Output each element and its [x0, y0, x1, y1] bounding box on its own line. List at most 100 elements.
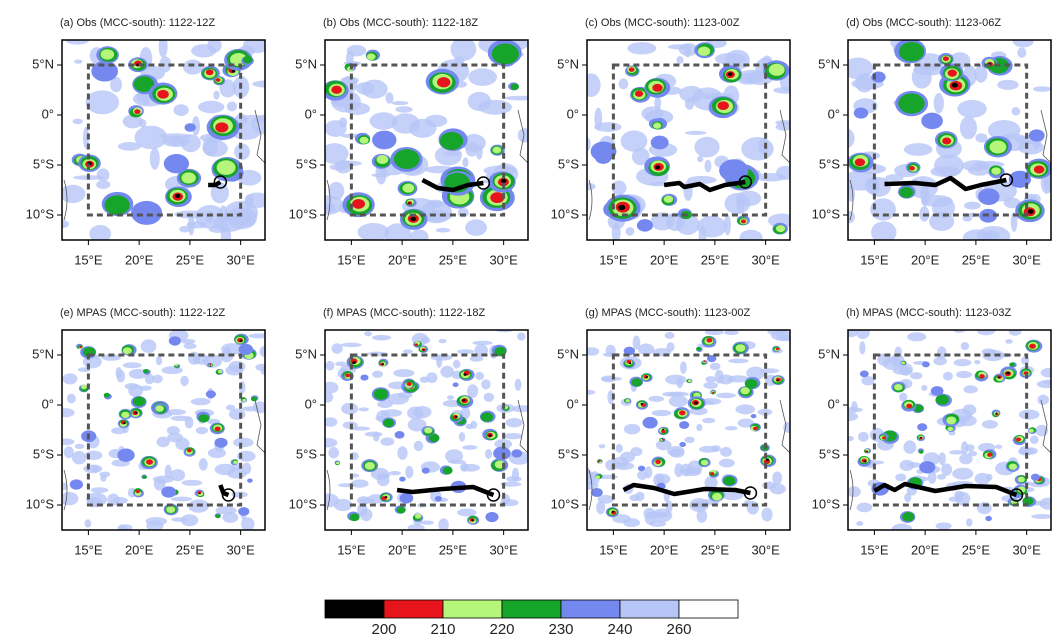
cloud-haze — [612, 462, 635, 470]
cloud-cell — [239, 339, 243, 342]
panel-title: (d) Obs (MCC-south): 1123-06Z — [846, 17, 1001, 29]
cloud-haze — [110, 76, 122, 93]
coastline — [326, 399, 528, 511]
cloud-haze — [99, 471, 111, 478]
cloud-haze — [341, 402, 359, 415]
lon-tick-label: 25°E — [439, 252, 468, 267]
cloud-cell — [175, 193, 181, 198]
cloud-haze — [856, 330, 870, 340]
cloud-haze — [183, 59, 203, 75]
cloud-haze — [771, 330, 790, 341]
cloud-haze — [611, 222, 621, 240]
cloud-haze — [703, 381, 718, 389]
cloud-cell — [655, 165, 661, 170]
cloud-cell — [406, 381, 412, 386]
cloud-haze — [1031, 514, 1051, 519]
cloud-haze — [364, 331, 372, 337]
cloud-haze — [219, 79, 237, 98]
cloud-cell — [345, 373, 351, 378]
cloud-haze — [871, 221, 897, 240]
cloud-cell — [744, 379, 758, 389]
cloud-haze — [475, 371, 485, 381]
cloud-cell — [174, 363, 179, 367]
cloud-haze — [146, 520, 164, 530]
cloud-haze — [65, 40, 90, 45]
cloud-haze — [1011, 107, 1021, 116]
cloud-haze — [952, 467, 974, 480]
cloud-haze — [72, 118, 83, 125]
cloud-cell — [679, 410, 686, 416]
colorbar-swatch — [619, 599, 680, 619]
cloud-cell — [1009, 362, 1015, 367]
cloud-cell — [882, 436, 886, 440]
cloud-cell — [679, 441, 686, 448]
cloud-cell — [655, 459, 661, 464]
cloud-haze — [166, 425, 180, 435]
cloud-haze — [654, 96, 662, 111]
cloud-haze — [848, 57, 874, 80]
cloud-cell — [393, 149, 420, 170]
cloud-cell — [703, 360, 706, 363]
cloud-haze — [655, 439, 672, 451]
cloud-haze — [395, 106, 413, 113]
cloud-cell — [661, 438, 663, 440]
cloud-haze — [180, 514, 199, 527]
cloud-haze — [735, 404, 756, 415]
cloud-haze — [325, 143, 349, 164]
lon-tick-label: 20°E — [125, 252, 154, 267]
cloud-cell — [408, 202, 411, 204]
lat-tick-label: 5°S — [819, 156, 840, 171]
cloud-haze — [720, 446, 732, 457]
cloud-haze — [704, 159, 712, 173]
cloud-haze — [981, 419, 998, 429]
cloud-haze — [757, 408, 773, 416]
cloud-haze — [467, 384, 479, 398]
cloud-haze — [676, 56, 684, 64]
coastline — [849, 399, 1051, 511]
cloud-cell — [611, 510, 615, 513]
cloud-haze — [689, 498, 709, 513]
coastline — [588, 399, 790, 511]
cloud-haze — [370, 467, 390, 481]
cloud-haze — [407, 418, 427, 432]
cloud-haze — [144, 373, 155, 385]
coastline — [326, 109, 528, 221]
cloud-haze — [615, 443, 623, 453]
cloud-haze — [181, 479, 203, 486]
map-frame — [61, 39, 266, 241]
lon-tick-label: 25°E — [176, 252, 205, 267]
cloud-haze — [675, 214, 700, 235]
lat-tick-label: 0° — [42, 396, 54, 411]
lon-tick-label: 20°E — [911, 542, 940, 557]
cloud-haze — [122, 114, 143, 129]
cloud-cell — [775, 347, 779, 351]
cloud-haze — [220, 223, 232, 240]
cloud-haze — [1012, 40, 1034, 48]
cloud-cell — [623, 346, 636, 356]
cloud-haze — [620, 130, 648, 152]
cloud-haze — [769, 483, 786, 495]
colorbar-label: 260 — [666, 621, 691, 638]
cloud-cell — [864, 450, 868, 453]
lat-tick-label: 0° — [567, 396, 579, 411]
cloud-haze — [669, 448, 685, 458]
cloud-cell — [863, 460, 867, 463]
cloud-cell — [898, 41, 925, 62]
colorbar-swatch — [324, 599, 385, 619]
cloud-haze — [892, 366, 913, 375]
cloud-haze — [632, 335, 641, 350]
lat-tick-label: 10°S — [26, 206, 55, 221]
cloud-haze — [452, 359, 461, 369]
cloud-haze — [987, 119, 1021, 141]
cloud-haze — [959, 116, 978, 140]
lon-tick-label: 25°E — [176, 542, 205, 557]
cloud-haze — [469, 355, 484, 362]
cloud-haze — [457, 349, 475, 355]
colorbar-label: 220 — [489, 621, 514, 638]
cloud-haze — [259, 346, 265, 357]
cloud-haze — [372, 431, 380, 442]
cloud-haze — [959, 453, 973, 465]
cloud-haze — [331, 343, 343, 354]
panel-title: (g) MPAS (MCC-south): 1123-00Z — [585, 307, 751, 319]
coastline — [63, 109, 265, 221]
